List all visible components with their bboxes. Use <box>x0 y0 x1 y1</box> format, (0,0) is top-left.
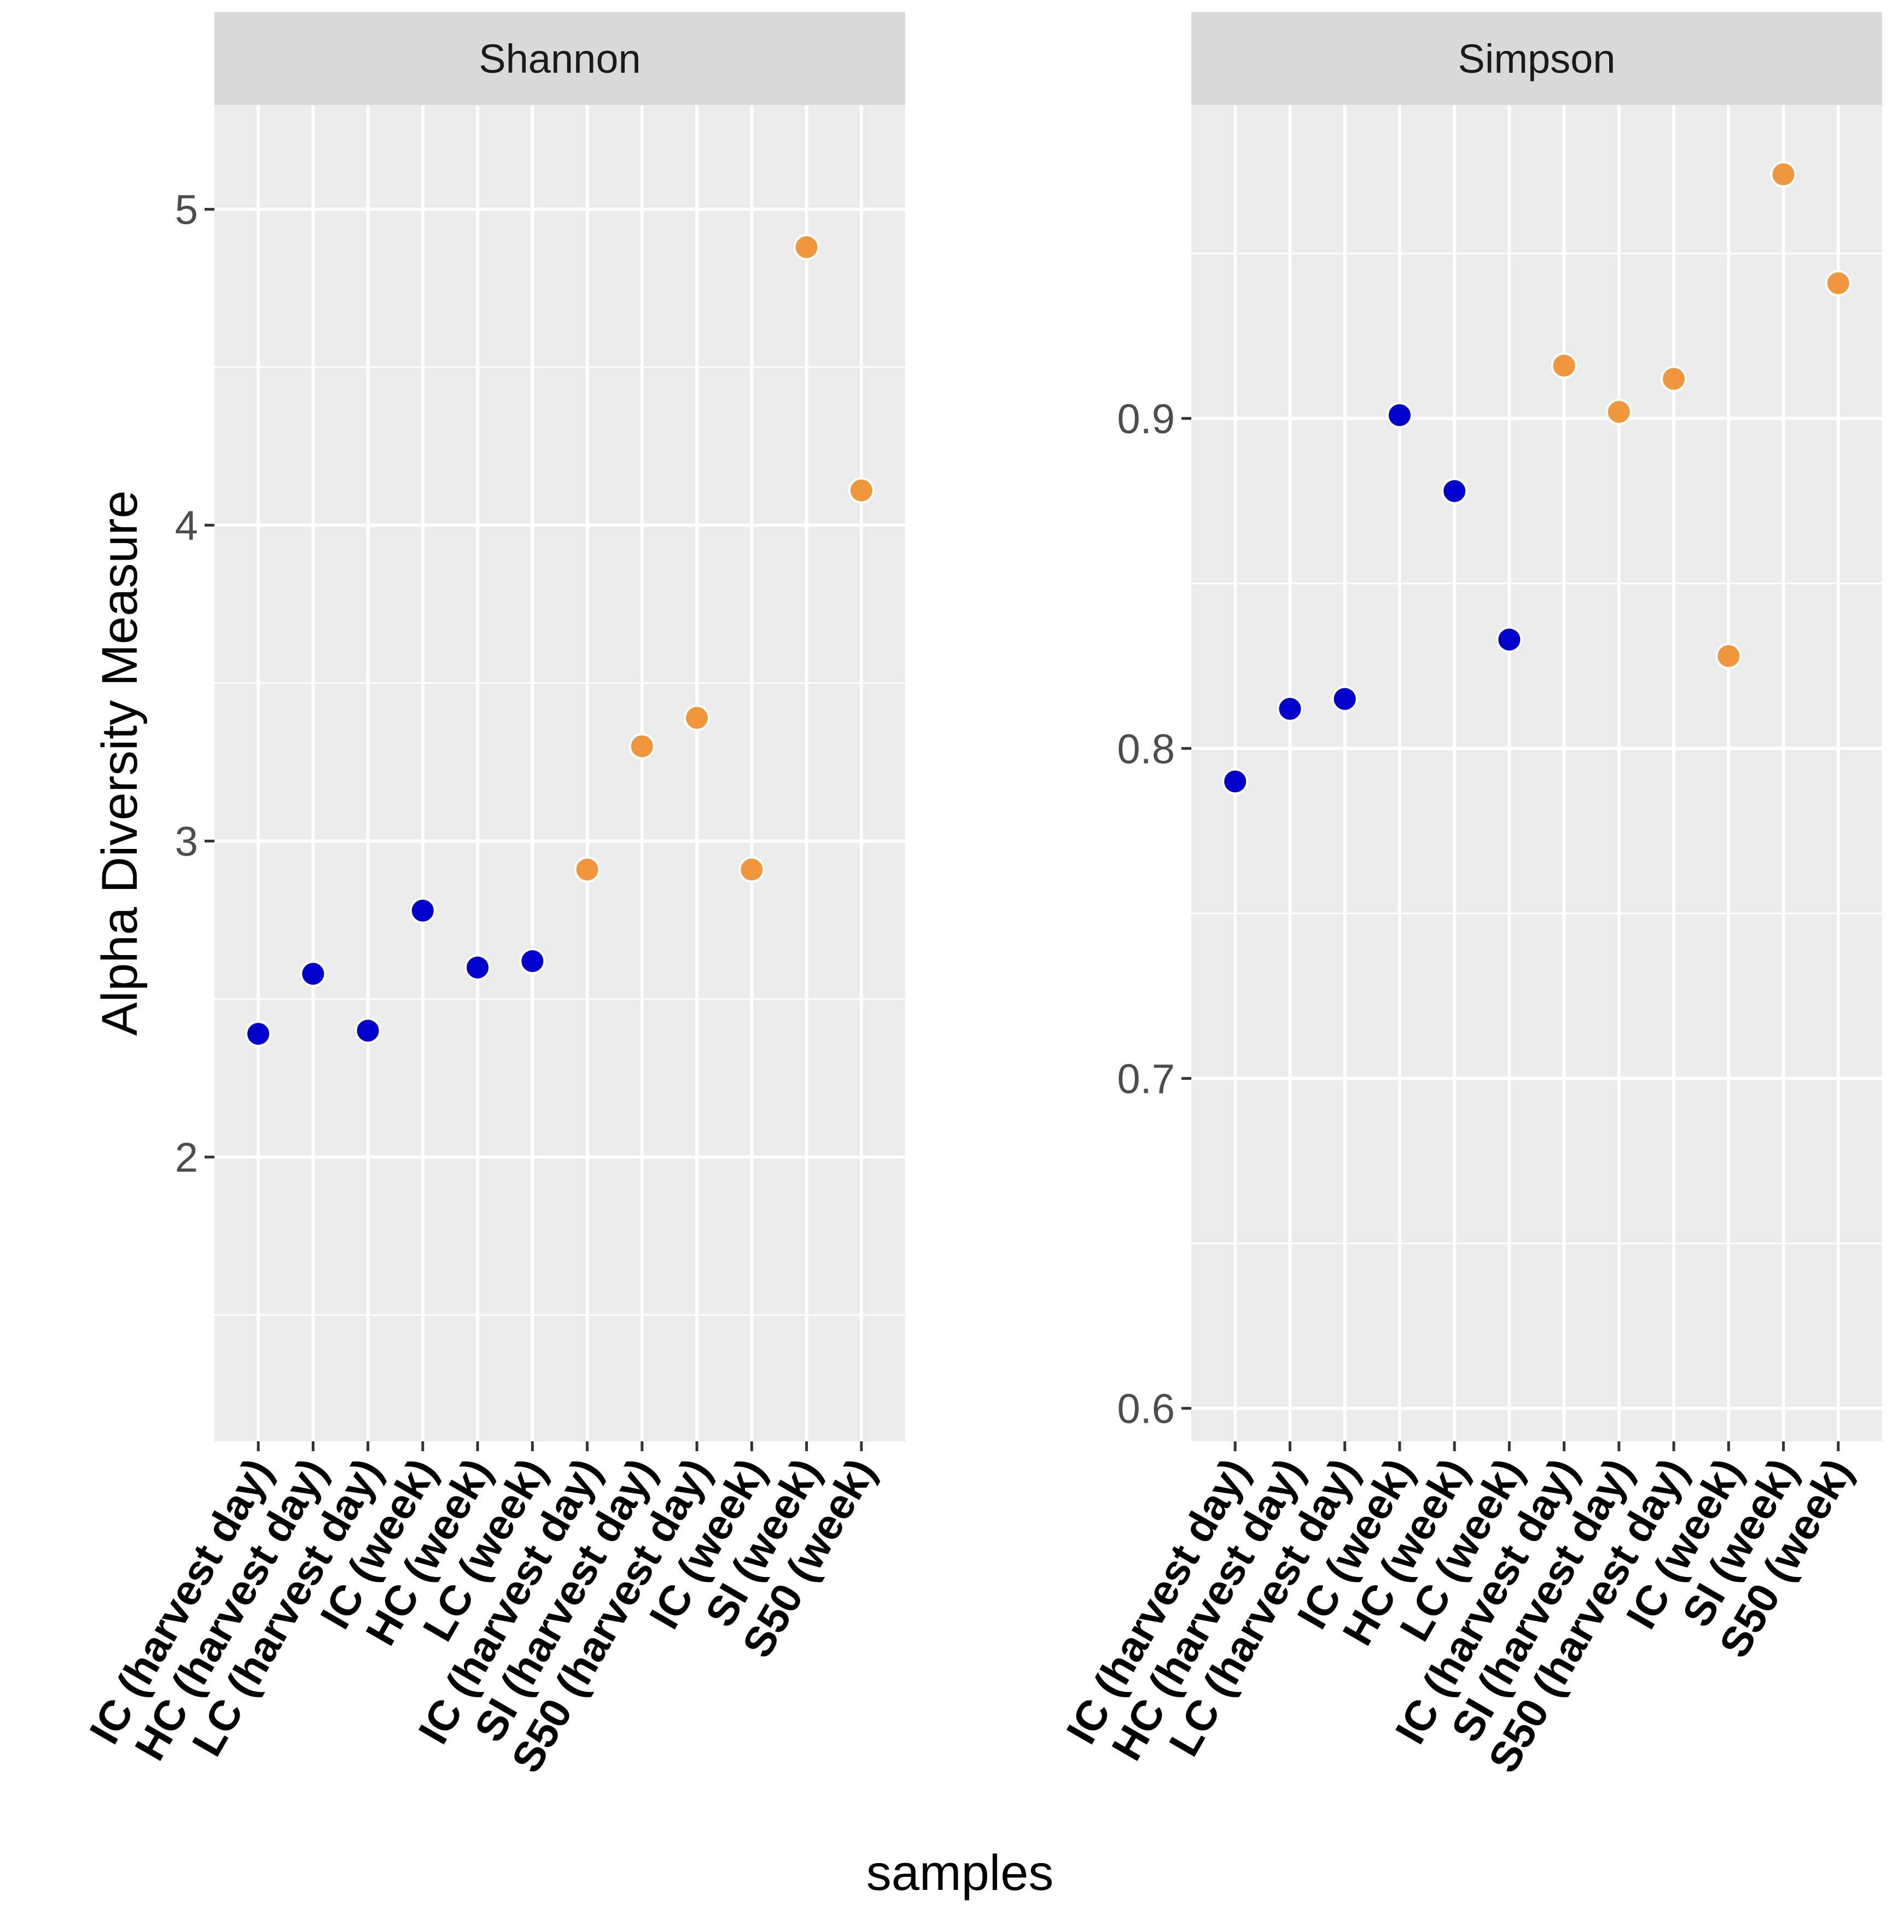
data-point-shannon-10 <box>738 856 765 883</box>
y-tick-label: 0.8 <box>1117 726 1175 772</box>
data-point-simpson-8 <box>1605 398 1632 425</box>
data-point-simpson-7 <box>1551 352 1577 379</box>
facet-title: Shannon <box>479 36 641 82</box>
y-tick-label: 0.9 <box>1117 396 1175 443</box>
data-point-simpson-3 <box>1331 685 1358 712</box>
facet-strip <box>214 12 905 105</box>
facet-strip <box>1191 12 1882 105</box>
data-point-simpson-6 <box>1496 626 1523 653</box>
data-point-shannon-4 <box>409 897 436 924</box>
data-point-shannon-11 <box>793 234 820 260</box>
y-tick-label: 0.7 <box>1117 1056 1175 1102</box>
data-point-shannon-3 <box>354 1017 381 1044</box>
data-point-simpson-1 <box>1222 768 1249 795</box>
data-point-simpson-11 <box>1770 161 1797 188</box>
y-axis-title: Alpha Diversity Measure <box>92 490 148 1035</box>
y-tick-label: 5 <box>175 187 198 234</box>
y-tick-label: 3 <box>175 819 198 865</box>
data-point-shannon-9 <box>684 705 711 731</box>
facet-title: Simpson <box>1458 36 1616 82</box>
data-point-simpson-10 <box>1715 643 1742 670</box>
data-point-simpson-12 <box>1825 270 1851 296</box>
y-tick-label: 4 <box>175 503 198 549</box>
data-point-shannon-12 <box>848 477 875 504</box>
panel-background <box>214 105 905 1441</box>
data-point-shannon-6 <box>519 948 546 975</box>
data-point-shannon-1 <box>245 1020 272 1047</box>
panel-background <box>1191 105 1882 1441</box>
data-point-simpson-2 <box>1277 695 1303 722</box>
data-point-shannon-7 <box>574 856 601 883</box>
y-tick-label: 0.6 <box>1117 1386 1175 1433</box>
data-point-simpson-5 <box>1441 478 1468 504</box>
data-point-shannon-8 <box>628 733 655 760</box>
y-tick-label: 2 <box>175 1134 198 1181</box>
data-point-shannon-2 <box>300 961 327 987</box>
x-axis-title: samples <box>866 1845 1054 1901</box>
data-point-simpson-9 <box>1661 365 1687 392</box>
data-point-shannon-5 <box>464 954 491 981</box>
data-point-simpson-4 <box>1386 402 1413 429</box>
